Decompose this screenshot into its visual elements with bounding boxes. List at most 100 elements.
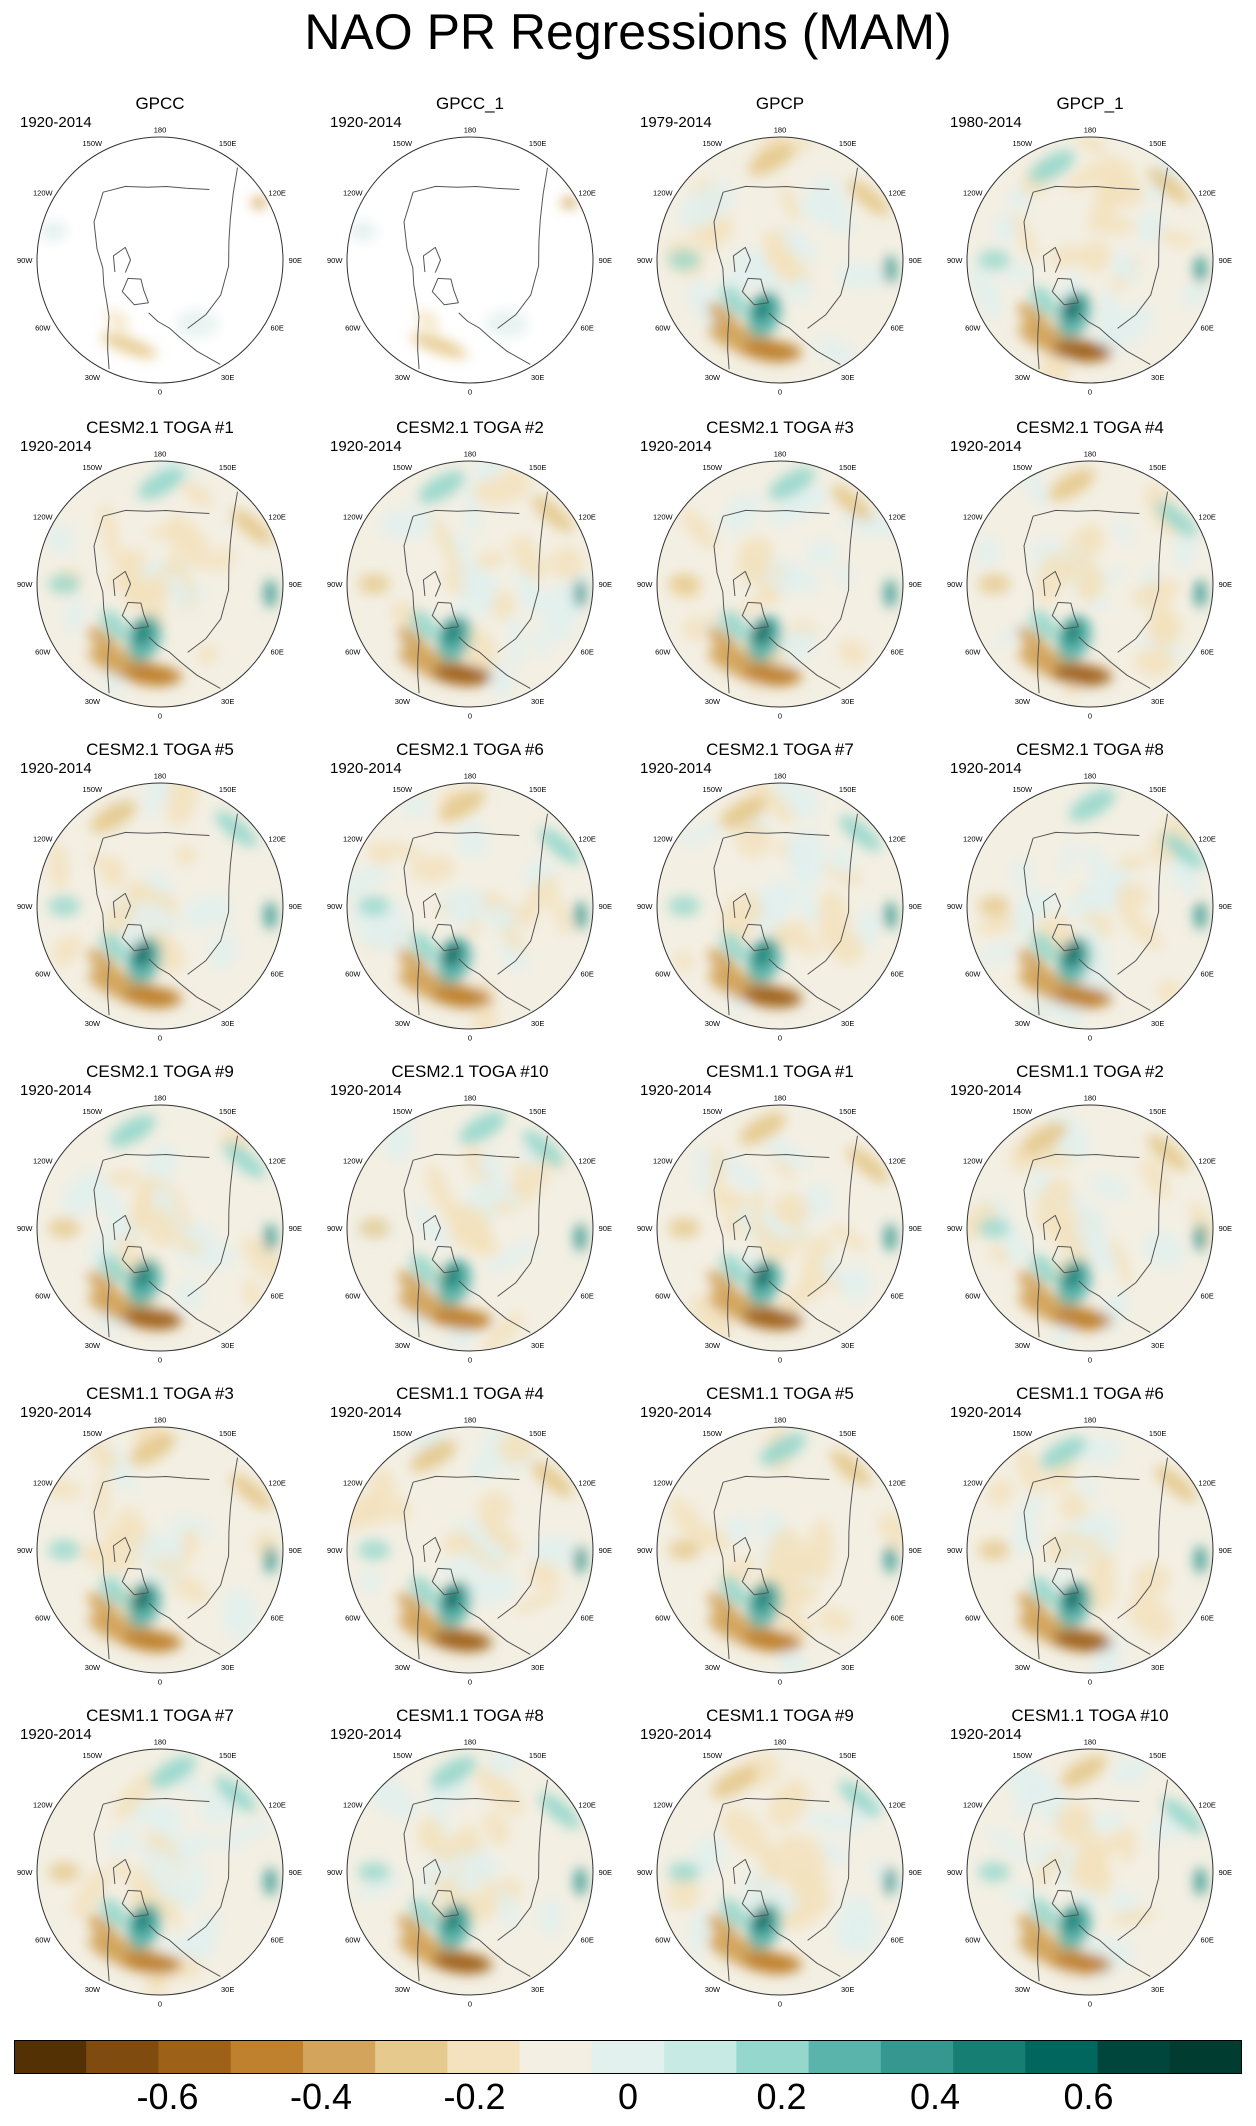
longitude-label: 120E	[268, 834, 286, 843]
anomaly-patch	[752, 295, 772, 322]
texture-patch	[1075, 565, 1105, 602]
longitude-label: 90E	[909, 580, 922, 589]
map-panel: 180 150E 120E 90E 60E 30E 0 30W 60W 90W 120W 150W GP…	[320, 94, 620, 412]
anomaly-patch	[1052, 1952, 1112, 1973]
texture-patch	[528, 1560, 560, 1590]
anomaly-patch	[1017, 626, 1054, 663]
anomaly-patch	[442, 1263, 462, 1290]
coastline	[1051, 1245, 1079, 1274]
coastline	[1078, 1602, 1151, 1655]
texture-patch	[141, 1535, 183, 1563]
anomaly-patch	[432, 986, 492, 1007]
panel-title: CESM2.1 TOGA #7	[706, 740, 854, 759]
longitude-label: 180	[464, 1094, 477, 1103]
map-border	[346, 782, 594, 1030]
texture-patch	[63, 599, 87, 633]
texture-patch	[452, 886, 489, 924]
texture-patch	[80, 1542, 134, 1575]
longitude-label: 90E	[1219, 1224, 1232, 1233]
coastline	[93, 1160, 110, 1338]
anomaly-patch	[410, 1253, 439, 1285]
polar-map: 180 150E 120E 90E 60E 30E 0 30W 60W 90W 120W 150W	[327, 450, 612, 721]
texture-patch	[1081, 524, 1106, 551]
longitude-label: 0	[778, 1034, 782, 1043]
longitude-label: 30E	[221, 1985, 234, 1994]
colorbar-tick-label: -0.6	[136, 2076, 199, 2117]
colorbar-swatch	[230, 2040, 304, 2074]
anomaly-patch	[1162, 833, 1205, 870]
texture-patch	[1079, 239, 1111, 273]
coastline	[741, 1245, 769, 1274]
map-panel: 180 150E 120E 90E 60E 30E 0 30W 60W 90W 120W 150W CE…	[10, 418, 310, 736]
longitude-label: 150E	[1149, 139, 1167, 148]
anomaly-patch	[397, 1270, 434, 1307]
map-panel: 180 150E 120E 90E 60E 30E 0 30W 60W 90W 120W 150W CE…	[320, 1706, 620, 2024]
anomaly-patch	[358, 1218, 391, 1238]
texture-patch	[1086, 1563, 1117, 1612]
anomaly-patch	[100, 332, 158, 359]
longitude-label: 120E	[1198, 512, 1216, 521]
anomaly-patch	[719, 796, 766, 829]
longitude-label: 150E	[1149, 785, 1167, 794]
texture-patch	[1157, 230, 1196, 247]
longitude-label: 90W	[327, 580, 343, 589]
longitude-label: 60E	[581, 1614, 594, 1623]
polar-map: 180 150E 120E 90E 60E 30E 0 30W 60W 90W 120W 150W	[947, 1416, 1232, 1687]
coastline	[121, 1889, 149, 1918]
anomaly-patch	[358, 1862, 391, 1882]
longitude-label: 150E	[1149, 1107, 1167, 1116]
texture-patch	[735, 822, 772, 858]
anomaly-patch	[742, 1308, 802, 1329]
longitude-label: 90E	[909, 1224, 922, 1233]
anomaly-patch	[410, 1575, 439, 1607]
anomaly-patch	[742, 986, 802, 1007]
longitude-label: 150W	[83, 1751, 104, 1760]
coastline	[93, 1482, 110, 1660]
coastline	[1051, 1889, 1079, 1918]
coastline	[93, 1804, 110, 1982]
polar-map: 180 150E 120E 90E 60E 30E 0 30W 60W 90W 120W 150W	[947, 450, 1232, 721]
panel-title: CESM2.1 TOGA #3	[706, 418, 854, 437]
longitude-label: 90E	[599, 902, 612, 911]
longitude-label: 90E	[599, 1868, 612, 1877]
anomaly-patch	[574, 1867, 587, 1896]
longitude-label: 120E	[578, 1156, 596, 1165]
longitude-label: 30E	[531, 1985, 544, 1994]
longitude-label: 90E	[289, 1546, 302, 1555]
map-panel: 180 150E 120E 90E 60E 30E 0 30W 60W 90W 120W 150W GP…	[630, 94, 930, 412]
texture-patch	[782, 227, 818, 263]
coastline	[1117, 1457, 1168, 1619]
texture-patch	[465, 1570, 517, 1604]
coastline	[93, 516, 110, 694]
longitude-label: 0	[1088, 1034, 1092, 1043]
longitude-label: 120W	[343, 188, 364, 197]
longitude-label: 120W	[343, 834, 364, 843]
polar-map: 180 150E 120E 90E 60E 30E 0 30W 60W 90W 120W 150W	[637, 1416, 922, 1687]
texture-patch	[1070, 896, 1111, 914]
texture-patch	[820, 1840, 848, 1866]
texture-patch	[679, 182, 735, 228]
panel-title: CESM1.1 TOGA #8	[396, 1706, 544, 1725]
map-border	[966, 460, 1214, 708]
texture-patch	[773, 1192, 810, 1226]
coastline	[403, 192, 420, 370]
coastline	[732, 1214, 751, 1241]
longitude-label: 120E	[1198, 1156, 1216, 1165]
longitude-label: 30E	[221, 1019, 234, 1028]
coastline	[187, 1457, 238, 1619]
texture-patch	[221, 1589, 258, 1641]
longitude-label: 90E	[289, 580, 302, 589]
longitude-label: 150E	[839, 463, 857, 472]
map-border	[656, 1748, 904, 1996]
coastline	[187, 491, 238, 653]
longitude-label: 90E	[909, 1546, 922, 1555]
polar-map: 180 150E 120E 90E 60E 30E 0 30W 60W 90W 120W 150W	[947, 126, 1232, 397]
longitude-label: 120E	[888, 834, 906, 843]
longitude-label: 150W	[393, 1429, 414, 1438]
longitude-label: 30W	[395, 697, 411, 706]
anomaly-patch	[122, 986, 182, 1007]
map-panel: 180 150E 120E 90E 60E 30E 0 30W 60W 90W 120W 150W CE…	[10, 740, 310, 1058]
coastline	[1051, 277, 1079, 306]
longitude-label: 180	[464, 1416, 477, 1425]
texture-patch	[680, 508, 717, 550]
